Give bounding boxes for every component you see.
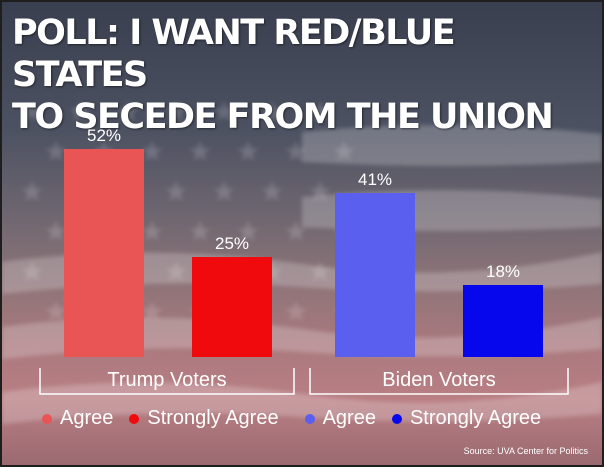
flag-star <box>69 101 91 121</box>
flag-star <box>165 101 187 121</box>
legend-label: Agree <box>60 407 114 429</box>
flag-star <box>333 141 355 161</box>
flag-star <box>261 101 283 121</box>
flag-star <box>189 221 211 241</box>
flag-star <box>309 101 331 121</box>
legend-swatch <box>129 413 140 424</box>
bar-trump-voters-strongly-agree <box>192 257 272 357</box>
bar-value-label: 25% <box>215 234 249 253</box>
flag-star <box>309 181 331 201</box>
bar-value-label: 41% <box>358 170 392 189</box>
legend-item-biden-agree: Agree <box>304 407 376 430</box>
legend-label: Strongly Agree <box>147 407 279 429</box>
category-bracket <box>39 368 295 395</box>
legend-swatch <box>304 413 315 424</box>
flag-star <box>189 141 211 161</box>
legend-item-trump-agree: Agree <box>42 407 113 430</box>
bar-value-label: 52% <box>87 126 121 145</box>
flag-star <box>117 101 139 121</box>
flag-star <box>213 181 235 201</box>
flag-star <box>165 181 187 201</box>
flag-star <box>21 261 43 281</box>
legend-item-biden-strongly-agree: Strongly Agree <box>391 407 542 430</box>
flag-star <box>141 141 163 161</box>
flag-star <box>285 141 307 161</box>
legend: Agree Strongly Agree Agree Strongly Agre… <box>42 407 557 430</box>
legend-label: Agree <box>322 407 376 429</box>
bar-trump-voters-agree <box>64 149 144 357</box>
flag-star <box>213 101 235 121</box>
flag-star <box>141 301 163 321</box>
category-label: Trump Voters <box>107 369 226 391</box>
flag-star <box>261 181 283 201</box>
flag-star <box>21 181 43 201</box>
flag-star <box>309 261 331 281</box>
bar-biden-voters-agree <box>335 193 415 357</box>
flag-star <box>141 221 163 241</box>
legend-label: Strongly Agree <box>409 407 542 429</box>
flag-star <box>45 141 67 161</box>
category-label: Biden Voters <box>382 369 495 391</box>
legend-swatch <box>42 413 52 424</box>
flag-star <box>45 221 67 241</box>
flag-star <box>45 301 67 321</box>
category-bracket <box>309 368 569 395</box>
flag-star <box>237 141 259 161</box>
legend-item-trump-strongly-agree: Strongly Agree <box>129 407 279 430</box>
bar-biden-voters-strongly-agree <box>463 285 543 357</box>
legend-swatch <box>391 413 402 424</box>
flag-star <box>237 221 259 241</box>
chart-title: POLL: I WANT RED/BLUE STATES TO SECEDE F… <box>12 13 554 137</box>
flag-star <box>165 261 187 281</box>
flag-star <box>285 301 307 321</box>
bar-value-label: 18% <box>486 262 520 281</box>
flag-star <box>21 101 43 121</box>
flag-star <box>285 221 307 241</box>
source-note: Source: UVA Center for Politics <box>463 446 588 456</box>
